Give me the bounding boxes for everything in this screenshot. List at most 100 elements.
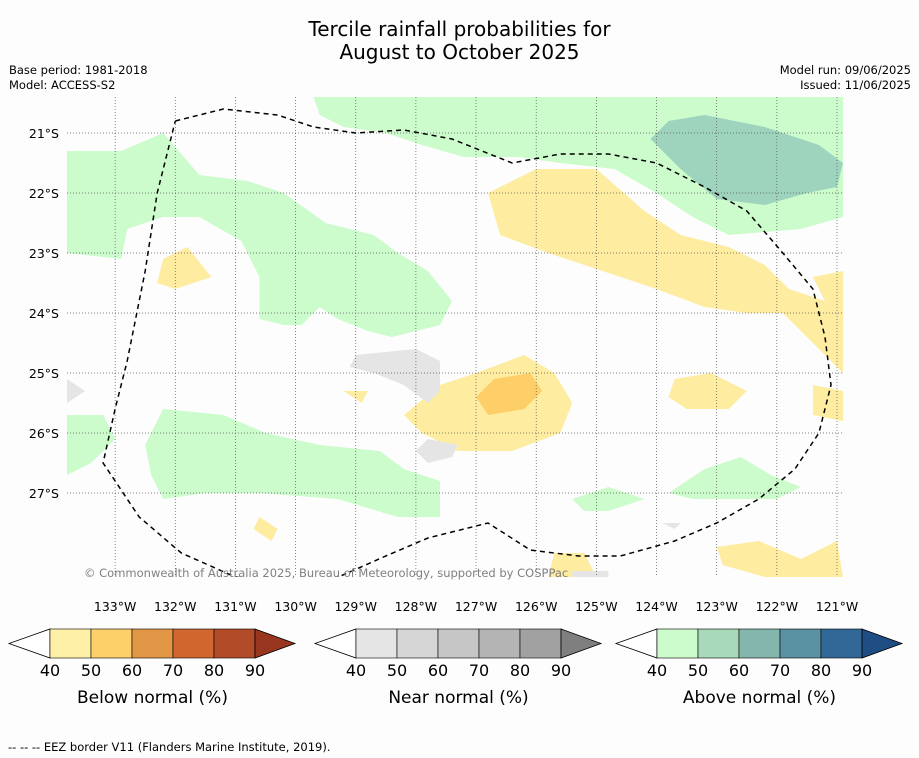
colorbar-tick-2-5: 90: [852, 661, 872, 680]
region-above-50-1: [650, 115, 843, 205]
colorbar-tick-0-3: 70: [163, 661, 183, 680]
x-tick-label-10: 123°W: [695, 599, 737, 614]
x-tick-label-11: 122°W: [756, 599, 798, 614]
y-tick-label-6: 27°S: [29, 486, 59, 501]
colorbar-tick-1-1: 50: [387, 661, 407, 680]
colorbar-swatch-0-1: [90, 628, 133, 659]
colorbar-swatch-0-4: [213, 628, 256, 659]
meta-right: Model run: 09/06/2025 Issued: 11/06/2025: [780, 63, 911, 93]
x-axis-ticks: 133°W 132°W 131°W 130°W 129°W 128°W 127°W 126°W…: [94, 599, 858, 614]
region-below-40-13: [716, 541, 843, 577]
x-tick-label-1: 132°W: [154, 599, 196, 614]
region-near-40-21: [662, 523, 681, 529]
region-near-40-19: [67, 379, 85, 403]
region-below-40-11: [668, 373, 747, 409]
colorbar-swatch-2-3: [779, 628, 822, 659]
colorbar-swatch-1-2: [437, 628, 480, 659]
colorbar-tick-2-3: 70: [770, 661, 790, 680]
y-tick-label-4: 25°S: [29, 366, 59, 381]
colorbar-high-extend-1: [560, 628, 603, 659]
colorbar-low-extend-1: [313, 628, 357, 659]
probability-map: © Commonwealth of Australia 2025, Bureau…: [29, 97, 858, 614]
probability-regions: [67, 97, 843, 577]
colorbar-swatch-0-3: [172, 628, 215, 659]
x-tick-label-0: 133°W: [94, 599, 136, 614]
colorbar-tick-0-1: 50: [81, 661, 101, 680]
y-tick-label-3: 24°S: [29, 306, 59, 321]
y-tick-label-1: 22°S: [29, 186, 59, 201]
legend-area: 40 50 60 70 80 90 Below normal (%) 40 50 60 70 80 90…: [7, 628, 904, 708]
region-above-40-2: [67, 133, 452, 337]
colorbar-tick-0-5: 90: [245, 661, 265, 680]
x-tick-label-4: 129°W: [335, 599, 377, 614]
x-tick-label-5: 128°W: [395, 599, 437, 614]
region-below-40-15: [253, 517, 278, 541]
copyright-text: © Commonwealth of Australia 2025, Bureau…: [84, 566, 568, 580]
region-above-40-3: [145, 409, 440, 517]
region-below-40-7: [488, 169, 843, 373]
colorbar-0: 40 50 60 70 80 90 Below normal (%): [7, 628, 297, 708]
colorbar-1: 40 50 60 70 80 90 Near normal (%): [313, 628, 603, 708]
colorbar-swatch-0-0: [49, 628, 92, 659]
colorbar-swatch-1-0: [355, 628, 398, 659]
colorbar-swatch-2-0: [656, 628, 699, 659]
chart-title-line1: Tercile rainfall probabilities for: [308, 17, 611, 41]
eez-border-line: [102, 108, 832, 577]
y-tick-label-0: 21°S: [29, 126, 59, 141]
colorbar-tick-1-4: 80: [510, 661, 530, 680]
map-grid: [67, 97, 843, 577]
y-axis-ticks: 21°S 22°S 23°S 24°S 25°S 26°S 27°S: [29, 126, 59, 501]
colorbar-tick-1-3: 70: [469, 661, 489, 680]
colorbar-tick-1-5: 90: [551, 661, 571, 680]
issued-text: Issued: 11/06/2025: [800, 78, 911, 92]
x-tick-label-7: 126°W: [515, 599, 557, 614]
colorbar-tick-1-2: 60: [428, 661, 448, 680]
region-below-40-12: [812, 385, 843, 421]
x-tick-label-3: 130°W: [274, 599, 316, 614]
base-period-text: Base period: 1981-2018: [9, 63, 148, 77]
colorbar-swatch-2-4: [820, 628, 863, 659]
region-near-40-18: [415, 439, 458, 463]
eez-border-layer: [102, 108, 832, 577]
colorbar-label-0: Below normal (%): [77, 688, 228, 708]
colorbar-swatch-1-3: [478, 628, 521, 659]
colorbar-tick-0-4: 80: [204, 661, 224, 680]
chart-title-line2: August to October 2025: [339, 40, 580, 64]
colorbar-swatch-0-2: [131, 628, 174, 659]
colorbar-tick-0-2: 60: [122, 661, 142, 680]
colorbar-label-1: Near normal (%): [388, 688, 528, 708]
colorbar-swatch-1-4: [519, 628, 562, 659]
chart-title: Tercile rainfall probabilities for Augus…: [0, 18, 919, 64]
y-tick-label-5: 26°S: [29, 426, 59, 441]
x-tick-label-8: 125°W: [575, 599, 617, 614]
footer-note: -- -- -- EEZ border V11 (Flanders Marine…: [8, 740, 331, 754]
colorbar-label-2: Above normal (%): [683, 688, 836, 708]
colorbar-tick-2-1: 50: [688, 661, 708, 680]
region-below-40-10: [157, 247, 212, 289]
colorbar-swatch-1-1: [396, 628, 439, 659]
colorbar-high-extend-0: [254, 628, 297, 659]
region-above-40-5: [572, 487, 645, 511]
colorbar-high-extend-2: [861, 628, 904, 659]
region-near-40-17: [349, 349, 440, 403]
model-text: Model: ACCESS-S2: [9, 78, 116, 92]
colorbar-2: 40 50 60 70 80 90 Above normal (%): [614, 628, 904, 708]
x-tick-label-6: 127°W: [455, 599, 497, 614]
colorbar-tick-2-2: 60: [729, 661, 749, 680]
colorbar-low-extend-2: [614, 628, 658, 659]
x-tick-label-9: 124°W: [635, 599, 677, 614]
region-near-40-20: [572, 571, 609, 577]
colorbar-low-extend-0: [7, 628, 51, 659]
x-tick-label-12: 121°W: [816, 599, 858, 614]
colorbar-swatch-2-1: [697, 628, 740, 659]
region-below-50-9: [476, 373, 543, 415]
colorbar-tick-1-0: 40: [346, 661, 366, 680]
meta-left: Base period: 1981-2018 Model: ACCESS-S2: [9, 63, 148, 93]
y-tick-label-2: 23°S: [29, 246, 59, 261]
colorbar-tick-0-0: 40: [40, 661, 60, 680]
colorbar-swatch-2-2: [738, 628, 781, 659]
x-tick-label-2: 131°W: [214, 599, 256, 614]
colorbar-tick-2-0: 40: [647, 661, 667, 680]
region-above-40-6: [668, 457, 801, 499]
region-above-40-4: [67, 415, 116, 475]
